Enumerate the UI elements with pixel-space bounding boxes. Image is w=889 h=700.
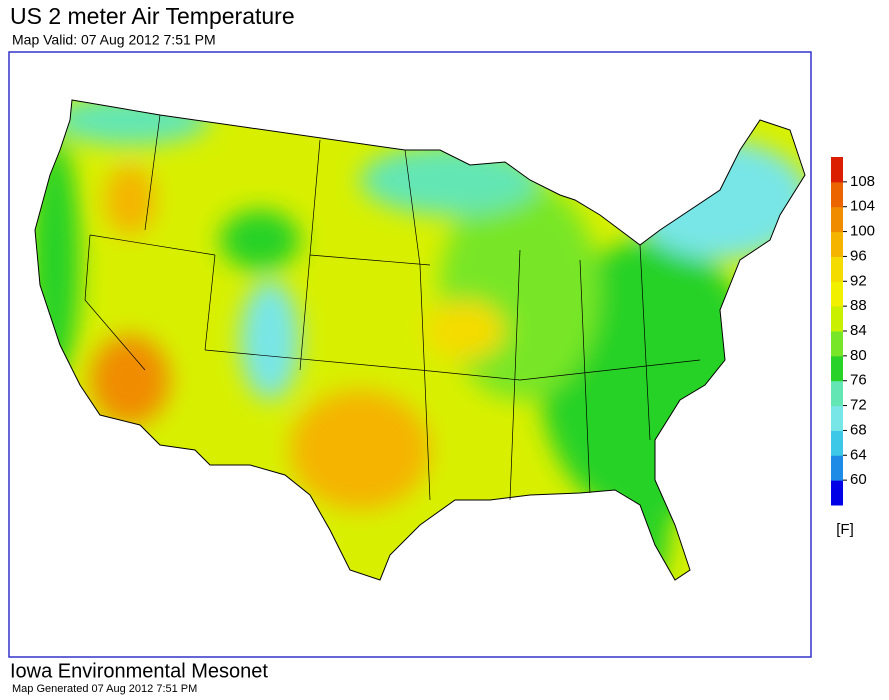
legend-unit: [F] [836,521,854,538]
colorbar-segment [831,181,843,208]
colorbar-segment [831,157,843,183]
colorbar-segment [831,480,843,506]
title: US 2 meter Air Temperature [10,3,295,29]
colorbar-segment [831,455,843,481]
colorbar-segment [831,380,843,407]
colorbar-tick-label: 72 [850,397,867,414]
colorbar-tick-label: 104 [850,198,875,215]
colorbar-tick-label: 68 [850,421,867,438]
colorbar-tick-label: 60 [850,471,867,488]
colorbar-tick-label: 96 [850,247,867,264]
footer-subtitle: Map Generated 07 Aug 2012 7:51 PM [12,683,197,695]
colorbar-tick-label: 88 [850,297,867,314]
colorbar-segment [831,256,843,282]
subtitle: Map Valid: 07 Aug 2012 7:51 PM [12,32,216,48]
colorbar-tick-label: 92 [850,272,867,289]
colorbar-segment [831,206,843,233]
colorbar-tick-label: 76 [850,372,867,389]
colorbar-segment [831,430,843,456]
colorbar-segment [831,281,843,307]
colorbar-segment [831,231,843,257]
colorbar-tick-label: 84 [850,322,867,339]
colorbar-tick-label: 100 [850,223,875,240]
state-borders [84,114,701,501]
footer-title: Iowa Environmental Mesonet [10,660,268,682]
colorbar-segment [831,331,843,357]
colorbar: 60 64 68 72 76 80 84 88 92 96 100 104 108 [831,157,875,506]
colorbar-segment [831,306,843,332]
us-outline [34,99,806,581]
colorbar-tick-label: 64 [850,446,867,463]
colorbar-segment [831,355,843,382]
colorbar-tick-label: 108 [850,173,875,190]
colorbar-tick-label: 80 [850,347,867,364]
colorbar-segment [831,405,843,431]
